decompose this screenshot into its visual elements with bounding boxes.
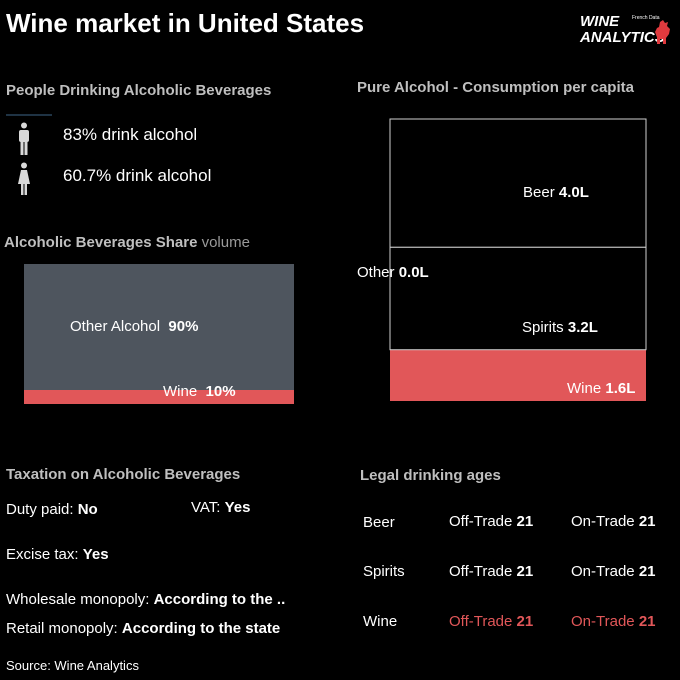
rooster-icon [655,20,670,44]
pure-label-other-value: 0.0L [398,264,429,281]
legal-row-beer-on-value: 21 [638,513,656,530]
legal-row-spirits-on: On-Trade 21 [571,563,656,580]
legal-row-beer-off-value: 21 [516,513,534,530]
legal-row-spirits-on-value: 21 [638,563,656,580]
pure-label-spirits: Spirits 3.2L [522,319,598,336]
pure-bar-spirits [389,246,647,351]
male-person-icon [19,122,29,155]
people-section-title: People Drinking Alcoholic Beverages [6,82,272,99]
legal-row-beer-off-label: Off-Trade [449,513,513,530]
legal-row-spirits-off-value: 21 [516,563,534,580]
men-drink-stat: 83% drink alcohol [63,125,198,144]
legal-row-wine-off: Off-Trade 21 [449,613,533,630]
share-label-wine-name: Wine [163,383,198,400]
wine-analytics-logo: WINE ANALYTICS French Data [580,14,672,50]
pure-label-other: Other 0.0L [357,264,429,281]
legal-row-wine-off-value: 21 [516,613,534,630]
duty-paid-value: No [77,501,98,518]
share-chart-title-main: Alcoholic Beverages Share [4,234,198,251]
pure-alcohol-title: Pure Alcohol - Consumption per capita [357,79,634,96]
taxation-title: Taxation on Alcoholic Beverages [6,466,241,483]
pure-label-other-name: Other [357,264,395,281]
legal-row-wine-name: Wine [363,613,398,630]
logo-line-1: WINE [580,13,620,30]
share-label-other: Other Alcohol 90% [70,318,198,335]
pure-bar-wine [390,349,646,401]
wholesale-monopoly: Wholesale monopoly: According to the .. [6,591,285,608]
wholesale-monopoly-value: According to the .. [153,591,286,608]
vat-label: VAT: [191,499,221,516]
share-bar-other [24,264,294,390]
pure-label-beer-name: Beer [523,184,555,201]
source-note: Source: Wine Analytics [6,658,139,673]
legal-ages-title: Legal drinking ages [360,467,501,484]
duty-paid-label: Duty paid: [6,501,74,518]
share-chart-title-suffix: volume [201,234,250,251]
page-title: Wine market in United States [6,8,365,38]
retail-monopoly: Retail monopoly: According to the state [6,620,280,637]
pure-label-spirits-name: Spirits [522,319,564,336]
section-underline [6,114,52,116]
retail-monopoly-label: Retail monopoly: [6,620,118,637]
excise-tax-value: Yes [82,546,109,563]
legal-row-spirits-off: Off-Trade 21 [449,563,533,580]
pure-label-wine: Wine 1.6L [567,380,635,397]
wholesale-monopoly-label: Wholesale monopoly: [6,591,150,608]
legal-row-wine-on: On-Trade 21 [571,613,656,630]
share-label-wine-value: 10% [205,383,236,400]
legal-row-beer-on-label: On-Trade [571,513,635,530]
share-label-other-value: 90% [168,318,199,335]
legal-row-spirits-name: Spirits [363,563,405,580]
vat-value: Yes [224,499,251,516]
women-drink-stat: 60.7% drink alcohol [63,166,212,185]
share-label-other-name: Other Alcohol [70,318,161,335]
legal-row-beer-name: Beer [363,514,395,531]
legal-row-wine-off-label: Off-Trade [449,613,513,630]
legal-row-wine-on-value: 21 [638,613,656,630]
legal-row-beer-off: Off-Trade 21 [449,513,533,530]
logo-line-2: ANALYTICS [580,29,665,46]
excise-tax-label: Excise tax: [6,546,79,563]
legal-row-wine-on-label: On-Trade [571,613,635,630]
vat: VAT: Yes [191,499,251,516]
share-chart [24,264,294,404]
pure-label-beer-value: 4.0L [558,184,589,201]
logo-small-text: French Data [632,15,660,21]
pure-label-beer: Beer 4.0L [523,184,589,201]
share-label-wine: Wine 10% [163,383,236,400]
share-bar-wine [24,390,294,404]
legal-row-spirits-on-label: On-Trade [571,563,635,580]
duty-paid: Duty paid: No [6,501,98,518]
excise-tax: Excise tax: Yes [6,546,109,563]
pure-bar-beer [389,118,647,248]
pure-label-spirits-value: 3.2L [567,319,598,336]
pure-label-wine-value: 1.6L [605,380,636,397]
female-person-icon [18,162,30,195]
pure-label-wine-name: Wine [567,380,602,397]
retail-monopoly-value: According to the state [121,620,281,637]
pure-alcohol-chart [389,118,647,401]
share-chart-title: Alcoholic Beverages Share volume [4,234,250,251]
legal-row-spirits-off-label: Off-Trade [449,563,513,580]
legal-row-beer-on: On-Trade 21 [571,513,656,530]
